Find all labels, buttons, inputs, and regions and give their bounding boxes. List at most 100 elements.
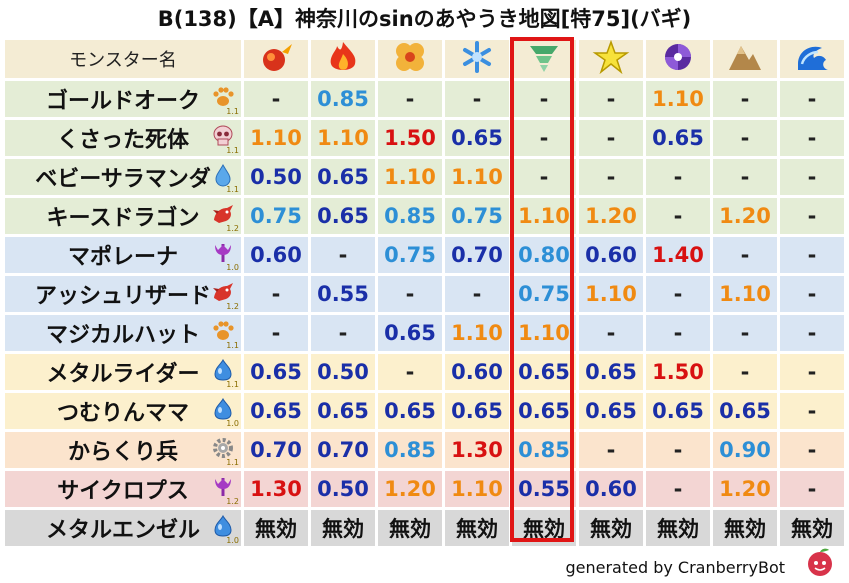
resistance-value: - <box>713 159 777 195</box>
resistance-value: 0.65 <box>579 393 643 429</box>
resistance-value: - <box>780 120 844 156</box>
resistance-value: - <box>579 81 643 117</box>
resistance-value: 0.65 <box>378 315 442 351</box>
monster-name-cell: ゴールドオーク 1.1 <box>5 81 241 117</box>
footer-credit: generated by CranberryBot <box>565 558 785 577</box>
resistance-value: - <box>646 471 710 507</box>
monster-level: 1.1 <box>226 380 239 389</box>
resistance-value: 無効 <box>244 510 308 546</box>
table-row: からくり兵 1.1 0.70 0.70 0.85 1.30 0.85- -0.90- <box>5 432 844 468</box>
resistance-value: 0.75 <box>244 198 308 234</box>
resistance-value: - <box>646 276 710 312</box>
resistance-value: 1.10 <box>244 120 308 156</box>
resistance-value: 1.10 <box>445 471 509 507</box>
resistance-value: 1.10 <box>579 276 643 312</box>
skull-icon <box>211 124 235 148</box>
dragon-icon <box>211 202 235 226</box>
resistance-value: - <box>780 198 844 234</box>
resistance-value: 0.60 <box>244 237 308 273</box>
resistance-value: 1.10 <box>646 81 710 117</box>
resistance-value: - <box>713 81 777 117</box>
monster-name: ゴールドオーク <box>45 89 200 114</box>
monster-name-cell: キースドラゴン 1.2 <box>5 198 241 234</box>
resistance-value: - <box>780 159 844 195</box>
resistance-value: 無効 <box>512 510 576 546</box>
paw-icon <box>211 319 235 343</box>
monster-name-cell: マポレーナ 1.0 <box>5 237 241 273</box>
monster-name: アッシュリザード <box>34 284 211 309</box>
resistance-value: 0.60 <box>445 354 509 390</box>
resistance-value: 1.10 <box>311 120 375 156</box>
resistance-value: - <box>780 354 844 390</box>
resistance-value: 0.75 <box>445 198 509 234</box>
monster-level: 1.2 <box>226 497 239 506</box>
jibarica-earth-icon <box>713 40 777 78</box>
resistance-value: - <box>244 81 308 117</box>
resistance-value: 1.30 <box>445 432 509 468</box>
monster-name: ベビーサラマンダ <box>35 167 211 192</box>
resistance-value: - <box>512 120 576 156</box>
resistance-value: 0.65 <box>311 393 375 429</box>
resistance-value: - <box>579 120 643 156</box>
resistance-value: 0.65 <box>378 393 442 429</box>
resistance-value: - <box>780 237 844 273</box>
gear-icon <box>211 436 235 460</box>
paw-icon <box>211 85 235 109</box>
resistance-value: 0.85 <box>378 198 442 234</box>
resistance-value: 無効 <box>445 510 509 546</box>
monster-level: 1.1 <box>226 146 239 155</box>
resistance-value: - <box>780 81 844 117</box>
resistance-value: - <box>646 159 710 195</box>
resistance-value: - <box>713 237 777 273</box>
resistance-value: 1.30 <box>244 471 308 507</box>
monster-level: 1.0 <box>226 419 239 428</box>
monster-name-cell: アッシュリザード 1.2 <box>5 276 241 312</box>
demon-icon <box>211 475 235 499</box>
resistance-value: - <box>311 237 375 273</box>
resistance-value: 0.55 <box>512 471 576 507</box>
resistance-value: 0.65 <box>445 120 509 156</box>
resistance-value: 1.10 <box>512 198 576 234</box>
monster-level: 1.1 <box>226 107 239 116</box>
resistance-value: - <box>244 276 308 312</box>
gira-flame-icon <box>311 40 375 78</box>
table-row: アッシュリザード 1.2-0.55- -0.75 1.10-1.10- <box>5 276 844 312</box>
monster-name-header: モンスター名 <box>5 40 241 78</box>
resistance-value: 無効 <box>311 510 375 546</box>
resistance-value: 0.60 <box>579 471 643 507</box>
resistance-value: 0.70 <box>311 432 375 468</box>
resistance-value: 0.85 <box>378 432 442 468</box>
slime-icon <box>211 358 235 382</box>
resistance-value: - <box>646 315 710 351</box>
resistance-value: - <box>378 81 442 117</box>
droplet-icon <box>211 163 235 187</box>
table-row: マジカルハット 1.1- -0.65 1.10 1.10- - - - <box>5 315 844 351</box>
resistance-value: - <box>445 81 509 117</box>
resistance-value: 0.50 <box>244 159 308 195</box>
resistance-value: 0.80 <box>512 237 576 273</box>
monster-name: からくり兵 <box>67 440 178 465</box>
table-row: キースドラゴン 1.2 0.75 0.65 0.85 0.75 1.10 1.20-1.20- <box>5 198 844 234</box>
bagi-wind-icon <box>512 40 576 78</box>
monster-name: くさった死体 <box>56 128 189 153</box>
resistance-value: 0.65 <box>512 393 576 429</box>
resistance-value: 0.70 <box>445 237 509 273</box>
table-row: マポレーナ 1.0 0.60-0.75 0.70 0.80 0.60 1.40- - <box>5 237 844 273</box>
monster-level: 1.1 <box>226 458 239 467</box>
resistance-value: 1.20 <box>713 471 777 507</box>
resistance-value: 0.65 <box>512 354 576 390</box>
resistance-value: 0.65 <box>244 354 308 390</box>
monster-name: メタルエンゼル <box>45 518 200 543</box>
resistance-value: - <box>512 81 576 117</box>
resistance-value: - <box>780 471 844 507</box>
resistance-value: 0.60 <box>579 237 643 273</box>
resistance-value: 0.65 <box>579 354 643 390</box>
resistance-value: 1.20 <box>378 471 442 507</box>
monster-name-cell: くさった死体 1.1 <box>5 120 241 156</box>
resistance-value: - <box>713 315 777 351</box>
resistance-value: 0.65 <box>244 393 308 429</box>
resistance-value: 1.10 <box>445 159 509 195</box>
resistance-value: 0.55 <box>311 276 375 312</box>
resistance-value: 1.20 <box>713 198 777 234</box>
resistance-value: 1.50 <box>646 354 710 390</box>
